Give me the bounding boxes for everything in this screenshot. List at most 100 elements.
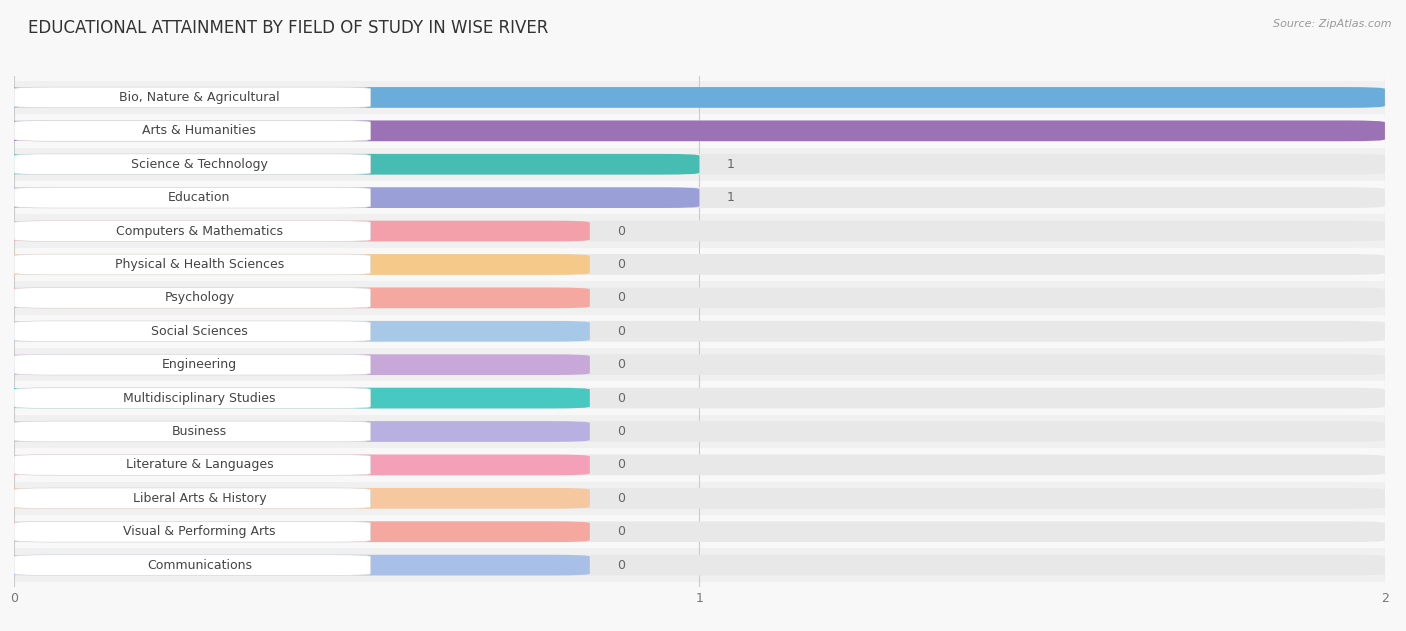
Bar — [14, 348, 1385, 381]
FancyBboxPatch shape — [14, 521, 1385, 542]
Text: 0: 0 — [617, 458, 626, 471]
Circle shape — [0, 456, 205, 475]
FancyBboxPatch shape — [14, 121, 371, 141]
Text: 0: 0 — [617, 325, 626, 338]
Bar — [14, 515, 1385, 548]
FancyBboxPatch shape — [14, 355, 371, 375]
Circle shape — [0, 255, 205, 274]
Text: Arts & Humanities: Arts & Humanities — [142, 124, 256, 138]
Circle shape — [0, 88, 205, 107]
Circle shape — [0, 188, 205, 207]
Text: Engineering: Engineering — [162, 358, 238, 371]
FancyBboxPatch shape — [14, 387, 1385, 408]
Text: 0: 0 — [617, 358, 626, 371]
FancyBboxPatch shape — [14, 87, 1385, 108]
FancyBboxPatch shape — [14, 288, 371, 308]
FancyBboxPatch shape — [14, 87, 1385, 108]
FancyBboxPatch shape — [14, 555, 371, 575]
Text: EDUCATIONAL ATTAINMENT BY FIELD OF STUDY IN WISE RIVER: EDUCATIONAL ATTAINMENT BY FIELD OF STUDY… — [28, 19, 548, 37]
Bar — [14, 215, 1385, 248]
Text: Multidisciplinary Studies: Multidisciplinary Studies — [124, 392, 276, 404]
FancyBboxPatch shape — [14, 221, 1385, 242]
Text: 0: 0 — [617, 225, 626, 237]
Circle shape — [0, 389, 205, 408]
FancyBboxPatch shape — [14, 555, 591, 575]
FancyBboxPatch shape — [14, 254, 1385, 275]
Text: Computers & Mathematics: Computers & Mathematics — [115, 225, 283, 237]
Bar — [14, 181, 1385, 215]
Text: Literature & Languages: Literature & Languages — [125, 458, 273, 471]
Text: 0: 0 — [617, 525, 626, 538]
Bar — [14, 114, 1385, 148]
FancyBboxPatch shape — [14, 321, 591, 341]
FancyBboxPatch shape — [14, 187, 700, 208]
FancyBboxPatch shape — [14, 488, 591, 509]
Text: Bio, Nature & Agricultural: Bio, Nature & Agricultural — [120, 91, 280, 104]
Text: Communications: Communications — [146, 558, 252, 572]
FancyBboxPatch shape — [14, 187, 1385, 208]
Bar — [14, 148, 1385, 181]
Text: Psychology: Psychology — [165, 292, 235, 304]
FancyBboxPatch shape — [14, 187, 371, 208]
Text: Education: Education — [169, 191, 231, 204]
Bar — [14, 315, 1385, 348]
FancyBboxPatch shape — [14, 454, 1385, 475]
Circle shape — [0, 355, 205, 374]
FancyBboxPatch shape — [14, 221, 591, 242]
Circle shape — [0, 288, 205, 307]
Text: Liberal Arts & History: Liberal Arts & History — [132, 492, 266, 505]
Text: 0: 0 — [617, 492, 626, 505]
Text: 0: 0 — [617, 292, 626, 304]
FancyBboxPatch shape — [14, 421, 1385, 442]
FancyBboxPatch shape — [14, 288, 1385, 308]
FancyBboxPatch shape — [14, 421, 371, 442]
Bar — [14, 281, 1385, 315]
FancyBboxPatch shape — [14, 321, 371, 341]
FancyBboxPatch shape — [14, 488, 1385, 509]
FancyBboxPatch shape — [14, 421, 591, 442]
FancyBboxPatch shape — [14, 87, 371, 108]
Bar — [14, 448, 1385, 481]
Text: Business: Business — [172, 425, 226, 438]
FancyBboxPatch shape — [14, 355, 1385, 375]
FancyBboxPatch shape — [14, 521, 591, 542]
FancyBboxPatch shape — [14, 121, 1385, 141]
FancyBboxPatch shape — [14, 321, 1385, 341]
Circle shape — [0, 489, 205, 507]
FancyBboxPatch shape — [14, 154, 700, 175]
Circle shape — [0, 422, 205, 441]
FancyBboxPatch shape — [14, 288, 591, 308]
Bar — [14, 81, 1385, 114]
Bar — [14, 415, 1385, 448]
FancyBboxPatch shape — [14, 154, 371, 175]
Text: Visual & Performing Arts: Visual & Performing Arts — [124, 525, 276, 538]
FancyBboxPatch shape — [14, 355, 591, 375]
FancyBboxPatch shape — [14, 555, 1385, 575]
Bar — [14, 481, 1385, 515]
Text: 0: 0 — [617, 425, 626, 438]
Text: Source: ZipAtlas.com: Source: ZipAtlas.com — [1274, 19, 1392, 29]
Bar — [14, 381, 1385, 415]
Circle shape — [0, 556, 205, 574]
FancyBboxPatch shape — [14, 154, 1385, 175]
Bar — [14, 548, 1385, 582]
FancyBboxPatch shape — [14, 254, 371, 275]
FancyBboxPatch shape — [14, 121, 1385, 141]
FancyBboxPatch shape — [14, 387, 591, 408]
Circle shape — [0, 322, 205, 341]
FancyBboxPatch shape — [14, 454, 371, 475]
Circle shape — [0, 522, 205, 541]
FancyBboxPatch shape — [14, 387, 371, 408]
FancyBboxPatch shape — [14, 454, 591, 475]
Text: Physical & Health Sciences: Physical & Health Sciences — [115, 258, 284, 271]
FancyBboxPatch shape — [14, 221, 371, 242]
FancyBboxPatch shape — [14, 254, 591, 275]
Text: 0: 0 — [617, 558, 626, 572]
Circle shape — [0, 221, 205, 240]
Text: 0: 0 — [617, 392, 626, 404]
FancyBboxPatch shape — [14, 488, 371, 509]
FancyBboxPatch shape — [14, 521, 371, 542]
Bar — [14, 248, 1385, 281]
Text: 1: 1 — [727, 158, 735, 171]
Text: 0: 0 — [617, 258, 626, 271]
